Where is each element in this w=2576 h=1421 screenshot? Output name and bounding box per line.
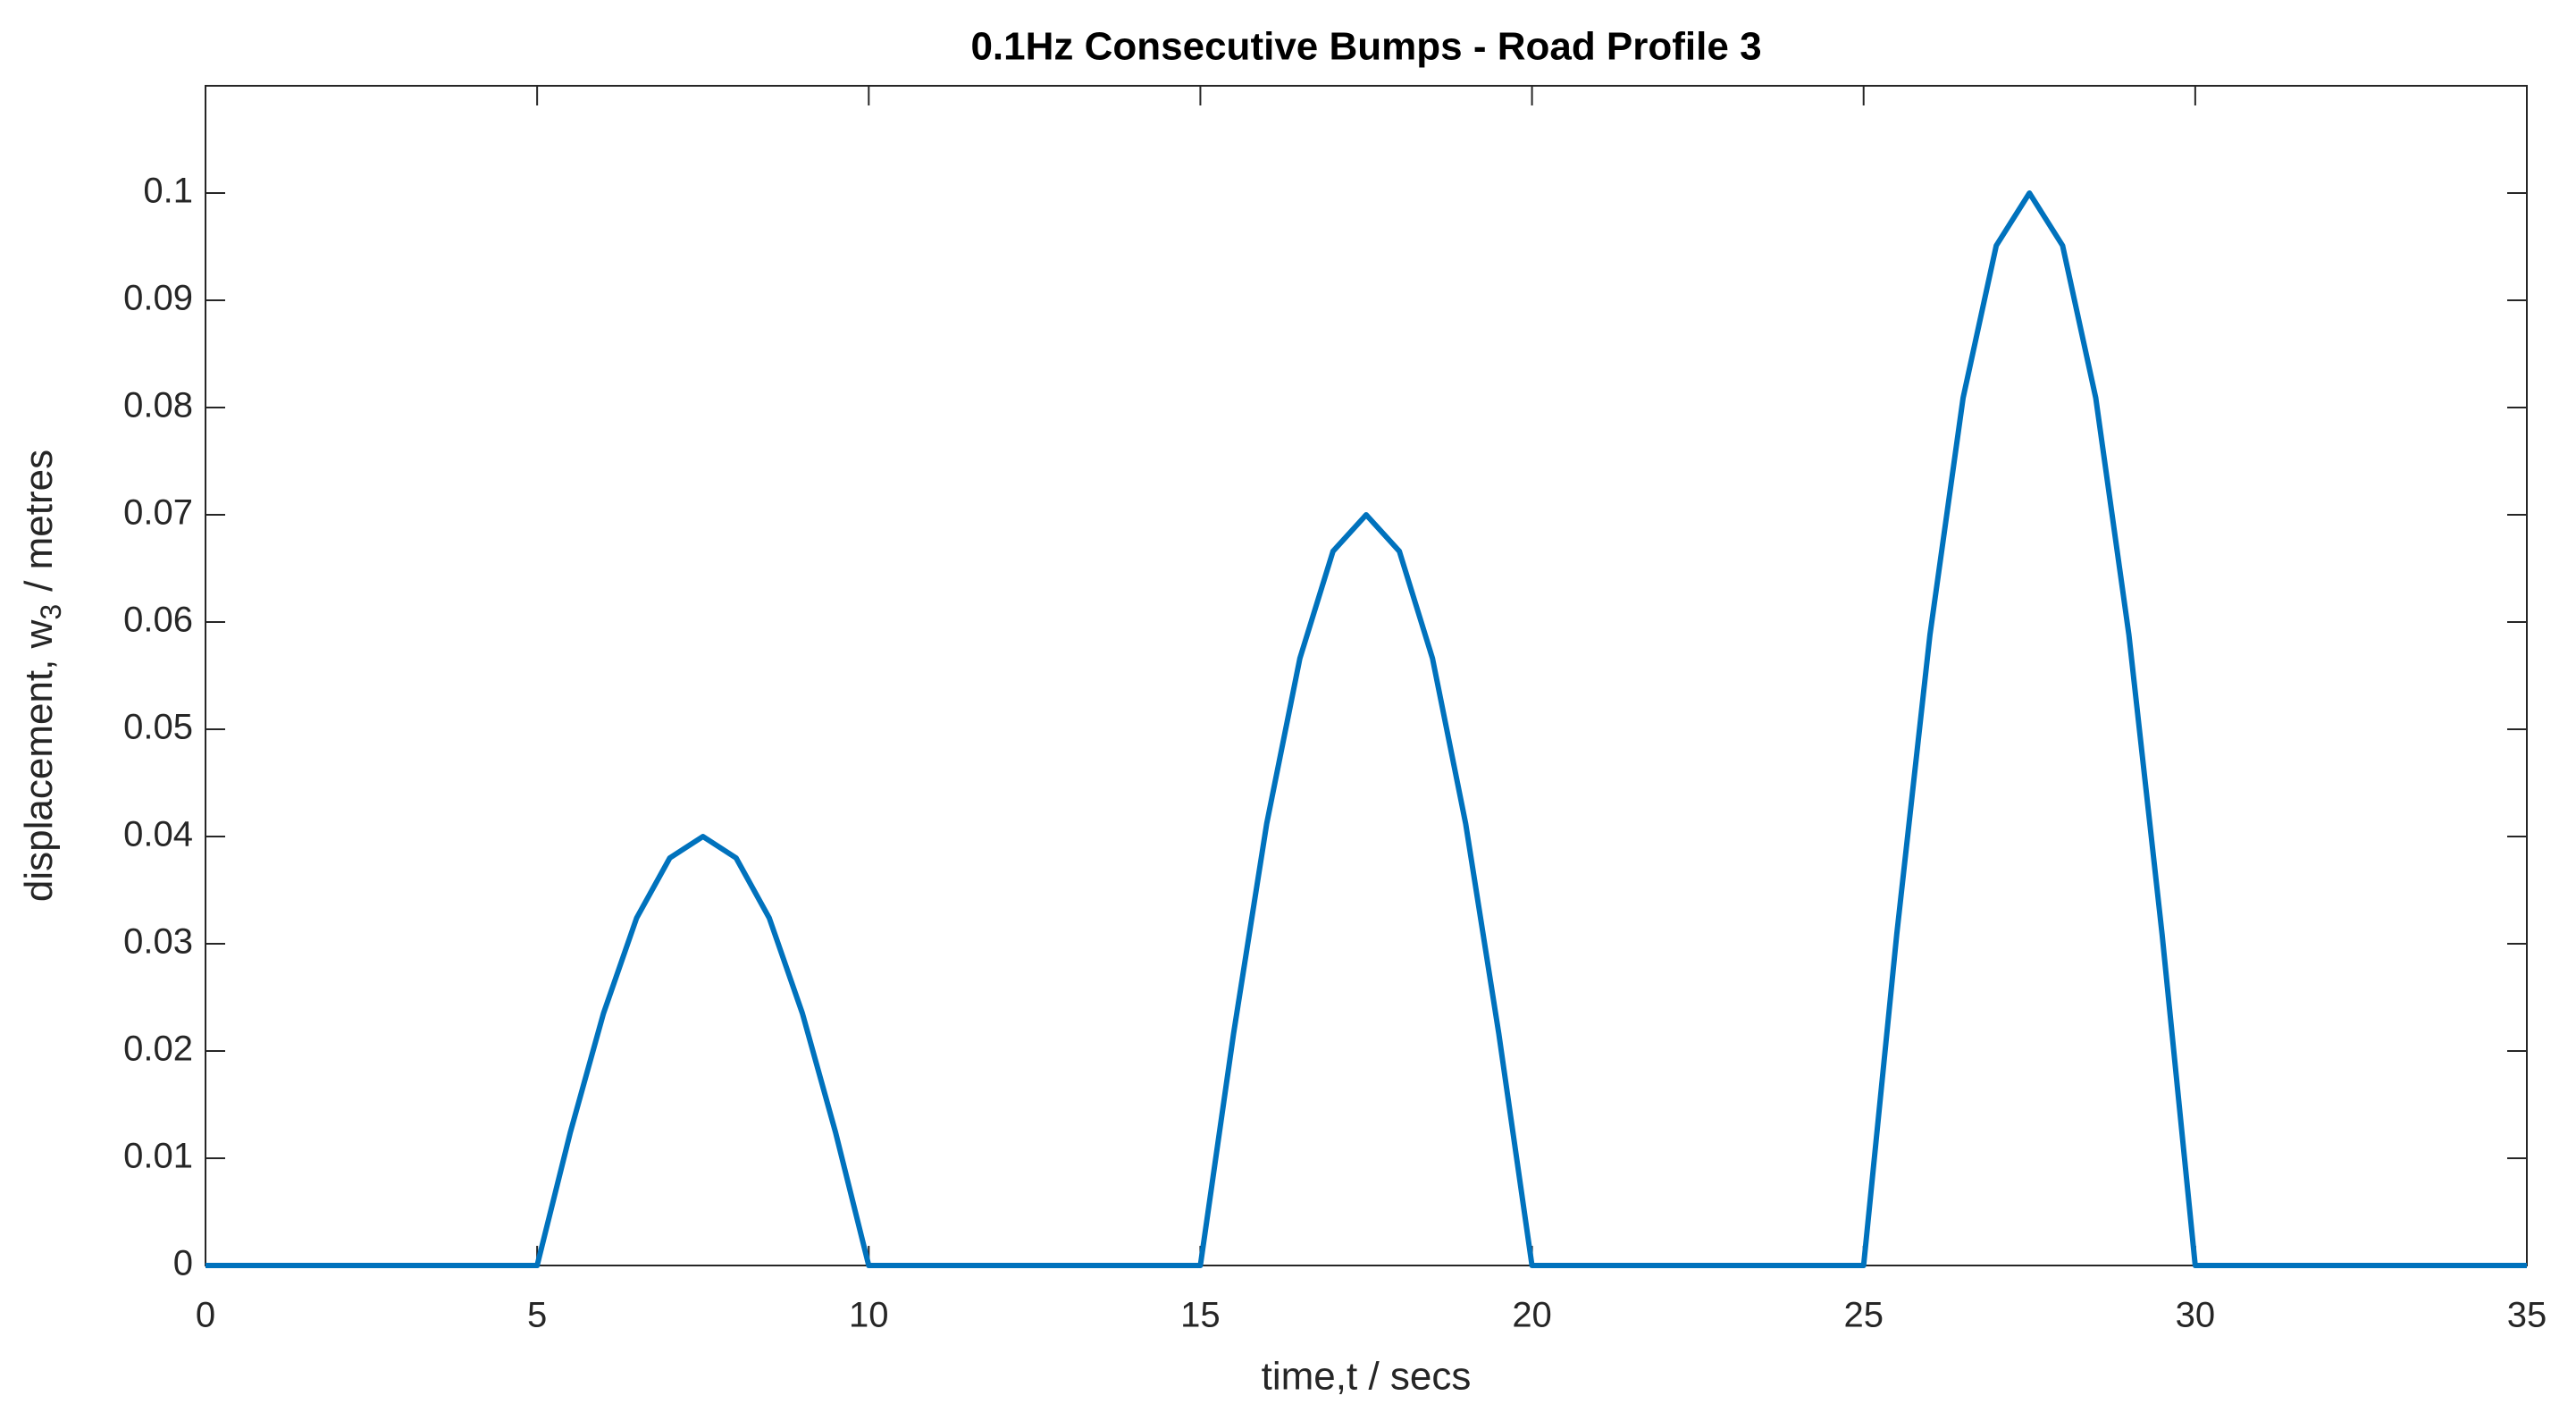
data-line: [206, 190, 2527, 1268]
y-tick-label: 0.03: [123, 922, 193, 962]
y-axis-label-main: displacement, w: [17, 619, 61, 902]
x-tick-label: 15: [1180, 1296, 1221, 1335]
x-tick-label: 10: [849, 1296, 889, 1335]
chart-title: 0.1Hz Consecutive Bumps - Road Profile 3: [970, 25, 1761, 69]
x-tick-label: 30: [2176, 1296, 2216, 1335]
x-tick-label: 25: [1843, 1296, 1884, 1335]
x-tick-label: 5: [527, 1296, 547, 1335]
y-tick-label: 0.02: [123, 1030, 193, 1069]
x-tick-label: 20: [1512, 1296, 1552, 1335]
y-tick-label: 0.06: [123, 601, 193, 640]
plot-area: [205, 85, 2528, 1266]
y-axis-label-suffix: / metres: [17, 450, 61, 592]
x-axis-label: time,t / secs: [1262, 1355, 1472, 1399]
y-tick-label: 0.09: [123, 279, 193, 318]
y-tick-label: 0.01: [123, 1137, 193, 1176]
x-tick-label: 35: [2507, 1296, 2547, 1335]
y-tick-label: 0: [173, 1244, 193, 1283]
y-tick-label: 0.1: [143, 172, 193, 211]
y-axis-label-subscript: 3: [35, 604, 67, 620]
y-tick-label: 0.07: [123, 493, 193, 533]
y-tick-label: 0.05: [123, 708, 193, 747]
y-tick-label: 0.08: [123, 386, 193, 425]
y-tick-label: 0.04: [123, 815, 193, 854]
x-tick-label: 0: [196, 1296, 215, 1335]
y-axis-label: displacement, w3 / metres: [17, 450, 68, 902]
